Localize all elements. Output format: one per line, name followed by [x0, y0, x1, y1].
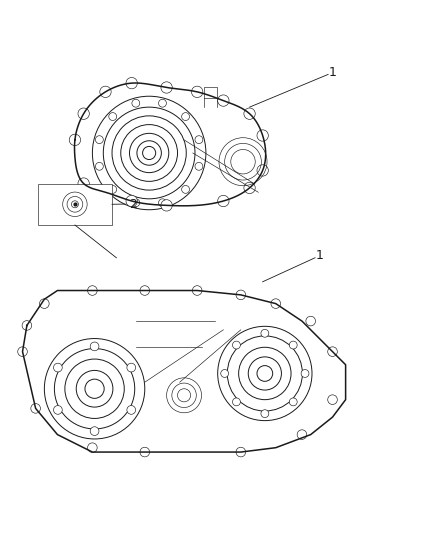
Circle shape [257, 165, 268, 176]
Circle shape [195, 136, 203, 143]
Circle shape [236, 447, 246, 457]
Circle shape [140, 447, 150, 457]
Circle shape [92, 96, 206, 210]
Circle shape [88, 286, 97, 295]
Circle shape [22, 321, 32, 330]
Circle shape [159, 199, 166, 207]
Circle shape [159, 99, 166, 107]
Circle shape [192, 286, 202, 295]
Circle shape [53, 363, 62, 372]
Circle shape [182, 185, 190, 193]
Circle shape [90, 427, 99, 435]
Circle shape [218, 326, 312, 421]
Circle shape [195, 163, 203, 170]
Circle shape [100, 86, 111, 98]
Circle shape [132, 99, 140, 107]
Text: 1: 1 [315, 249, 323, 262]
Circle shape [161, 82, 172, 93]
Circle shape [109, 112, 117, 120]
Circle shape [182, 112, 190, 120]
Circle shape [297, 430, 307, 439]
Circle shape [100, 187, 111, 198]
Circle shape [290, 341, 297, 349]
Circle shape [39, 299, 49, 309]
Circle shape [127, 363, 136, 372]
Circle shape [271, 299, 281, 309]
Circle shape [301, 369, 309, 377]
Circle shape [236, 290, 246, 300]
Circle shape [191, 86, 203, 98]
Circle shape [95, 136, 103, 143]
Circle shape [90, 342, 99, 351]
Circle shape [218, 195, 229, 207]
Circle shape [257, 130, 268, 141]
Circle shape [328, 347, 337, 357]
Circle shape [221, 369, 229, 377]
Circle shape [132, 199, 140, 207]
Circle shape [233, 341, 240, 349]
Circle shape [328, 395, 337, 405]
Text: 1: 1 [328, 66, 336, 79]
Text: 2: 2 [130, 198, 138, 211]
Circle shape [233, 398, 240, 406]
Circle shape [290, 398, 297, 406]
Circle shape [261, 410, 269, 417]
Circle shape [140, 286, 150, 295]
Circle shape [18, 347, 27, 357]
Circle shape [31, 403, 40, 413]
Bar [38, 183, 112, 225]
Circle shape [126, 77, 138, 89]
Circle shape [261, 329, 269, 337]
Circle shape [53, 406, 62, 414]
Circle shape [161, 200, 172, 211]
Circle shape [44, 338, 145, 439]
Circle shape [109, 185, 117, 193]
Circle shape [78, 178, 89, 189]
Circle shape [126, 195, 138, 207]
Circle shape [218, 95, 229, 106]
Circle shape [306, 316, 315, 326]
Circle shape [88, 443, 97, 453]
Circle shape [78, 108, 89, 119]
Circle shape [244, 108, 255, 119]
Circle shape [244, 182, 255, 193]
Circle shape [69, 134, 81, 146]
Circle shape [95, 163, 103, 170]
Circle shape [127, 406, 136, 414]
